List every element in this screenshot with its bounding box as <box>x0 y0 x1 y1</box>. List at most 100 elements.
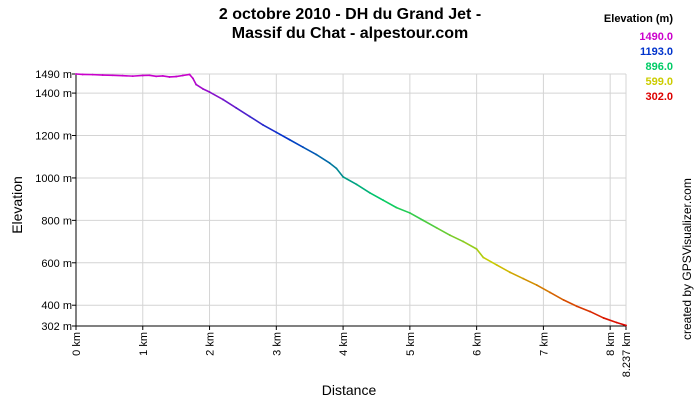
profile-point <box>495 264 498 266</box>
profile-segment <box>509 271 525 280</box>
legend-entry-3: 896.0 <box>645 61 673 73</box>
chart-title-line-2: Massif du Chat - alpestour.com <box>231 25 469 42</box>
profile-segment <box>435 226 451 237</box>
y-tick-label: 400 m <box>41 300 72 312</box>
legend-entry-2: 1193.0 <box>639 46 673 58</box>
profile-segment <box>482 256 498 266</box>
profile-segment <box>342 176 358 186</box>
profile-segment <box>335 167 344 178</box>
x-tick-label: 4 km <box>338 332 350 356</box>
profile-point <box>382 199 385 202</box>
profile-segment <box>148 74 157 78</box>
profile-segment <box>449 234 465 243</box>
profile-point <box>395 206 398 209</box>
profile-point <box>449 234 451 237</box>
profile-point <box>161 75 164 77</box>
profile-segment <box>131 74 144 77</box>
profile-segment <box>535 284 551 294</box>
x-tick-label: 6 km <box>472 332 484 356</box>
profile-segment <box>288 138 304 148</box>
profile-segment <box>549 291 565 301</box>
profile-point <box>509 271 511 274</box>
profile-segment <box>195 83 204 90</box>
profile-point <box>435 226 438 229</box>
profile-segment <box>522 277 538 286</box>
profile-segment <box>368 191 384 202</box>
y-tick-label: 600 m <box>41 258 72 270</box>
legend-title: Elevation (m) <box>603 13 673 25</box>
y-tick-label: 1000 m <box>35 173 72 185</box>
profile-point <box>148 74 151 77</box>
elevation-profile <box>75 73 627 327</box>
profile-segment <box>495 264 511 274</box>
profile-segment <box>275 131 291 141</box>
x-tick-label: 8 km <box>605 332 617 356</box>
x-tick-label: 1 km <box>138 332 150 356</box>
profile-point <box>221 98 224 101</box>
profile-point <box>522 277 525 280</box>
y-tick-label: 800 m <box>41 215 72 227</box>
profile-point <box>168 76 171 78</box>
profile-segment <box>409 212 425 222</box>
profile-point <box>328 162 331 164</box>
profile-segment <box>462 240 478 250</box>
profile-point <box>175 75 178 78</box>
profile-point <box>602 317 605 319</box>
profile-segment <box>589 310 605 319</box>
profile-point <box>195 83 198 86</box>
profile-point <box>81 73 84 76</box>
profile-point <box>368 191 371 194</box>
tick-labels: 302 m 400 m 600 m 800 m 1000 m 1200 m 1400 m 14… <box>35 69 633 377</box>
profile-point <box>111 74 114 77</box>
profile-segment <box>355 183 371 194</box>
profile-segment <box>248 115 264 126</box>
profile-point <box>302 146 304 149</box>
x-tick-label: 8.237 km <box>621 332 633 377</box>
y-tick-label: 1490 m <box>35 69 72 81</box>
profile-point <box>288 138 291 141</box>
profile-segment <box>162 75 171 78</box>
profile-point <box>589 310 592 313</box>
axes <box>72 73 627 330</box>
profile-segment <box>616 321 627 327</box>
profile-point <box>141 74 144 77</box>
profile-point <box>408 212 411 214</box>
profile-point <box>475 248 478 250</box>
profile-point <box>262 124 264 126</box>
profile-point <box>181 74 184 77</box>
profile-point <box>355 183 358 186</box>
x-axis-label: Distance <box>322 382 377 398</box>
profile-segment <box>602 317 618 324</box>
legend-entry-5: 302.0 <box>645 91 673 103</box>
profile-point <box>535 284 538 286</box>
profile-point <box>549 291 551 294</box>
x-tick-label: 2 km <box>205 332 217 356</box>
y-tick-label: 1400 m <box>35 88 72 100</box>
profile-point <box>315 153 318 156</box>
x-tick-label: 7 km <box>538 332 550 356</box>
profile-point <box>235 107 238 109</box>
profile-point <box>342 175 344 178</box>
profile-segment <box>192 77 197 86</box>
profile-point <box>575 305 578 308</box>
profile-point <box>462 240 465 243</box>
profile-point <box>155 75 158 78</box>
profile-segment <box>575 305 591 313</box>
profile-segment <box>208 91 224 101</box>
profile-point <box>75 73 77 75</box>
profile-segment <box>382 199 398 209</box>
legend: 1490.0 1193.0 896.0 599.0 302.0 <box>560 30 673 105</box>
profile-segment <box>422 219 438 229</box>
y-tick-label: 1200 m <box>35 131 72 143</box>
profile-point <box>562 299 565 301</box>
profile-point <box>91 73 94 76</box>
profile-segment <box>562 299 578 308</box>
profile-point <box>422 219 425 222</box>
profile-point <box>625 324 627 327</box>
profile-segment <box>315 153 331 164</box>
profile-point <box>191 77 194 80</box>
profile-point <box>275 131 278 134</box>
profile-point <box>335 167 338 170</box>
profile-segment <box>222 98 238 109</box>
